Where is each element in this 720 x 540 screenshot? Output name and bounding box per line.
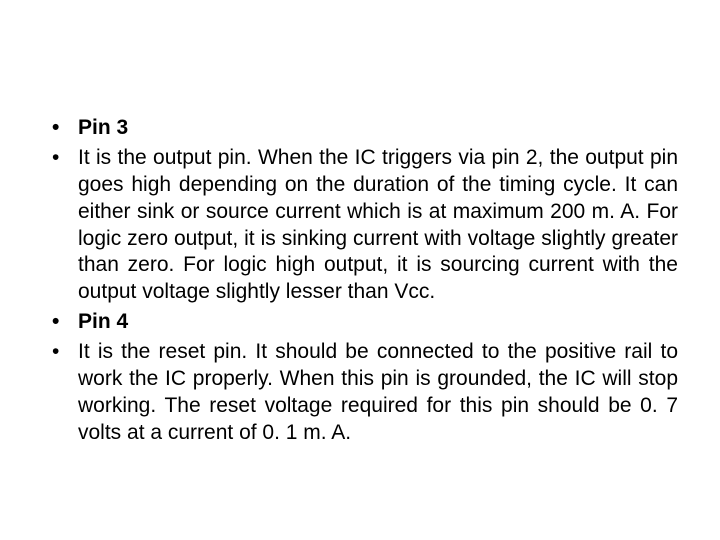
bullet-text: Pin 3 — [78, 116, 128, 139]
list-item: It is the output pin. When the IC trigge… — [42, 145, 678, 306]
list-item: Pin 3 — [42, 115, 678, 142]
bullet-text: Pin 4 — [78, 310, 128, 333]
bullet-text: It is the reset pin. It should be connec… — [78, 340, 678, 444]
list-item: It is the reset pin. It should be connec… — [42, 339, 678, 447]
list-item: Pin 4 — [42, 309, 678, 336]
slide: Pin 3 It is the output pin. When the IC … — [0, 0, 720, 540]
bullet-text: It is the output pin. When the IC trigge… — [78, 146, 678, 303]
bullet-list: Pin 3 It is the output pin. When the IC … — [42, 115, 678, 447]
